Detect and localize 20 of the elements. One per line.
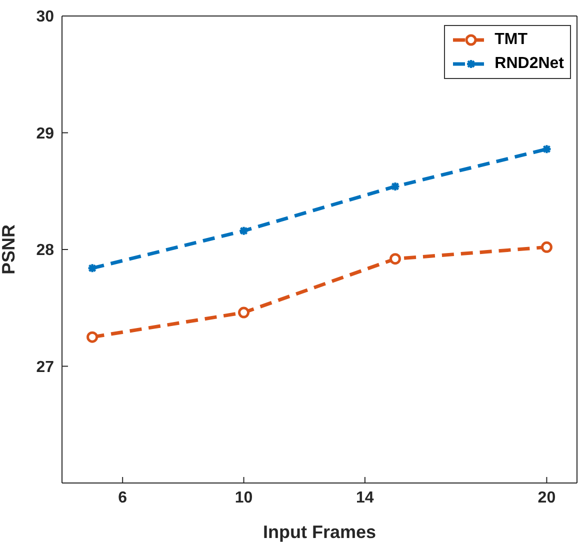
x-tick-label: 6	[118, 489, 128, 506]
point	[238, 306, 250, 318]
point	[389, 253, 401, 265]
y-tick-label: 28	[36, 242, 54, 260]
y-tick-label: 29	[36, 125, 54, 142]
legend-label: TMT	[494, 31, 528, 49]
x-axis-title: Input Frames	[262, 522, 376, 542]
y-axis-title: PSNR	[0, 224, 18, 275]
y-tick-label: 30	[36, 8, 54, 26]
point	[542, 144, 552, 154]
point	[238, 226, 249, 236]
point	[390, 181, 400, 192]
point	[86, 331, 98, 343]
y-tick-label: 27	[36, 358, 54, 376]
point	[87, 263, 98, 274]
x-tick-label: 10	[234, 489, 253, 506]
x-tick-label: 20	[538, 489, 556, 506]
legend-label: RND2Net	[494, 55, 564, 73]
point	[540, 241, 552, 253]
x-tick-label: 14	[356, 489, 374, 506]
